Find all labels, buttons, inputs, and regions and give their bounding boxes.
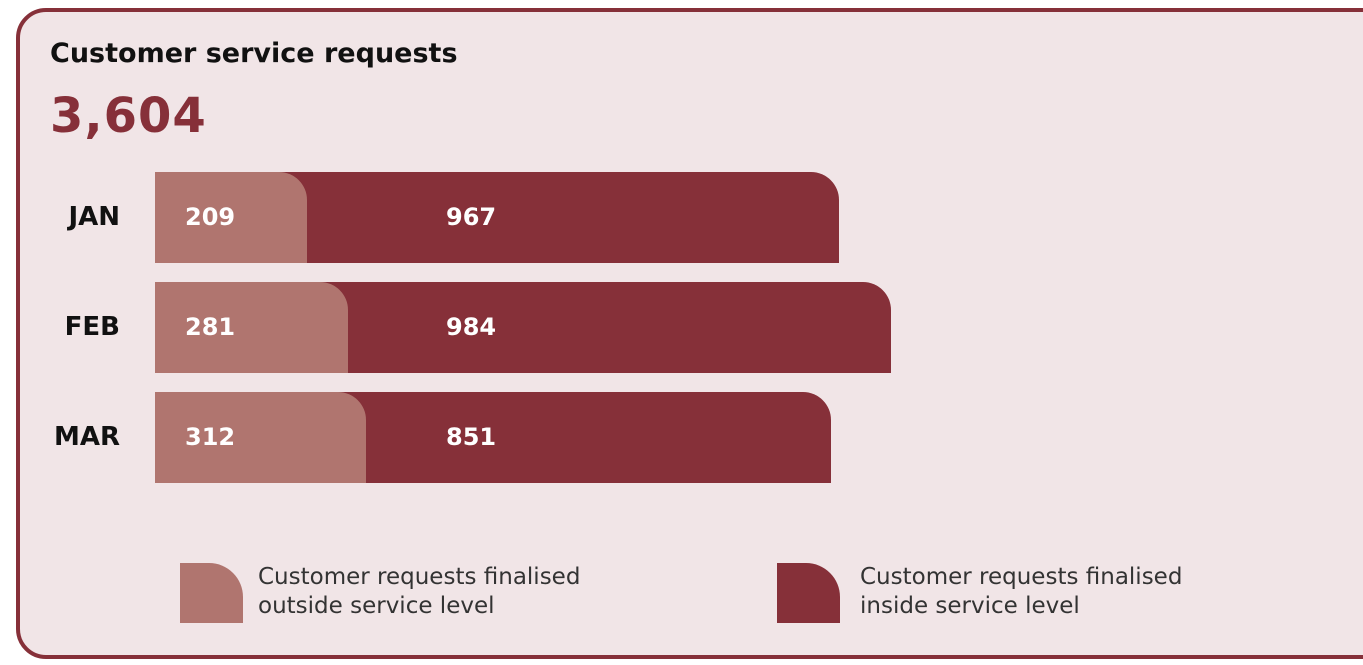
value-label-inside-jan: 967 [446, 203, 497, 231]
legend-label-outside-line2: outside service level [258, 593, 495, 619]
category-label-feb: FEB [64, 312, 120, 342]
value-label-outside-jan: 209 [185, 203, 236, 231]
total-requests: 3,604 [50, 88, 207, 144]
category-label-mar: MAR [53, 422, 120, 452]
bar-outside-feb [155, 282, 349, 373]
legend-label-outside: Customer requests finalised outside serv… [258, 563, 638, 621]
value-label-outside-feb: 281 [185, 313, 236, 341]
value-label-inside-mar: 851 [446, 423, 497, 451]
legend-label-outside-line1: Customer requests finalised [258, 564, 581, 590]
bar-outside-jan [155, 172, 307, 263]
value-label-outside-mar: 312 [185, 423, 236, 451]
value-label-inside-feb: 984 [446, 313, 497, 341]
category-label-jan: JAN [68, 202, 120, 232]
legend-label-inside-line1: Customer requests finalised [860, 564, 1183, 590]
bar-outside-mar [155, 392, 367, 483]
legend-swatch-inside [777, 563, 840, 623]
legend-swatch-outside [180, 563, 243, 623]
legend-label-inside: Customer requests finalised inside servi… [860, 563, 1240, 621]
legend-label-inside-line2: inside service level [860, 593, 1080, 619]
chart-title: Customer service requests [50, 38, 458, 69]
